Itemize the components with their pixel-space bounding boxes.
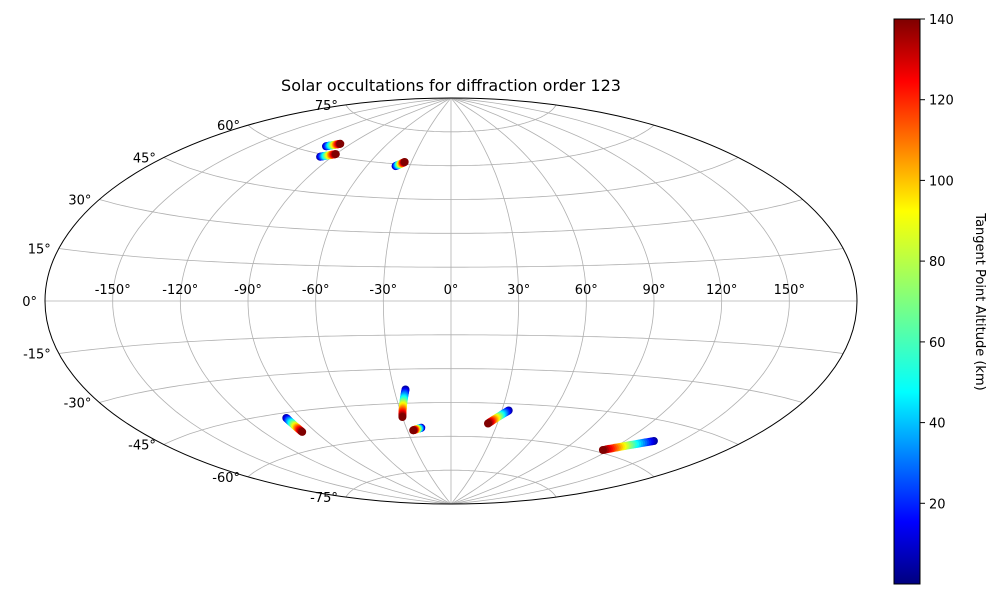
lat-tick-label: 75°: [315, 99, 338, 114]
occultation-point: [400, 158, 409, 166]
occultation-point: [336, 139, 345, 148]
occultation-point: [598, 446, 607, 454]
parallel-gridline: [163, 157, 739, 200]
parallel-gridline: [345, 104, 557, 133]
colorbar-tick-label: 100: [929, 174, 954, 189]
lon-tick-label: -30°: [369, 283, 397, 298]
lat-tick-label: -30°: [64, 397, 92, 412]
lat-tick-label: -15°: [23, 348, 51, 363]
colorbar-tick-label: 20: [929, 497, 946, 512]
colorbar-label: Tangent Point Altitude (km): [972, 212, 987, 390]
map-border: [44, 97, 858, 505]
lon-tick-label: 60°: [575, 283, 598, 298]
lon-tick-label: 150°: [774, 283, 805, 298]
occultation-point: [298, 427, 307, 436]
colorbar-ticks: 20 40 60 80 100 120 140: [920, 13, 954, 512]
lat-tick-label: -45°: [128, 439, 156, 454]
colorbar-gradient: [893, 18, 921, 585]
colorbar-tick-label: 40: [929, 417, 946, 432]
lon-tick-label: -150°: [95, 283, 131, 298]
parallel-gridline: [58, 248, 844, 268]
lat-tick-label: -75°: [310, 491, 338, 506]
parallel-gridline: [247, 124, 655, 167]
lat-tick-label: -60°: [212, 471, 240, 486]
lat-tick-label: 45°: [133, 152, 156, 167]
colorbar-tick-label: 80: [929, 255, 946, 270]
lat-tick-label: 30°: [68, 194, 91, 209]
occultation-point: [409, 426, 418, 435]
colorbar-tick-label: 60: [929, 336, 946, 351]
lon-tick-label: 0°: [444, 283, 459, 298]
colorbar-tick-label: 120: [929, 94, 954, 109]
lat-tick-label: 0°: [22, 295, 37, 310]
lon-tick-label: -60°: [302, 283, 330, 298]
lon-tick-label: 30°: [507, 283, 530, 298]
lat-tick-label: 60°: [217, 119, 240, 134]
parallel-gridline: [345, 469, 557, 498]
occultation-point: [398, 413, 407, 421]
chart-title: Solar occultations for diffraction order…: [281, 76, 621, 95]
parallel-gridline: [58, 334, 844, 354]
lon-tick-label: -90°: [234, 283, 262, 298]
data-points: [282, 139, 658, 454]
parallel-gridline: [99, 368, 803, 403]
colorbar: 20 40 60 80 100 120 140 Tangent Point Altitude…: [893, 13, 987, 585]
gridlines: [45, 97, 857, 505]
colorbar-tick-label: 140: [929, 13, 954, 28]
parallel-gridline: [99, 199, 803, 234]
lon-tick-label: 90°: [642, 283, 665, 298]
lat-tick-label: 15°: [28, 243, 51, 258]
lon-tick-label: -120°: [162, 283, 198, 298]
tick-labels: -150° -120° -90° -60° -30° 0° 30° 60° 90° 120° 150…: [22, 99, 805, 506]
occultation-point: [331, 150, 340, 159]
parallel-gridline: [163, 402, 739, 445]
occultation-point: [484, 419, 492, 428]
lon-tick-label: 120°: [706, 283, 737, 298]
